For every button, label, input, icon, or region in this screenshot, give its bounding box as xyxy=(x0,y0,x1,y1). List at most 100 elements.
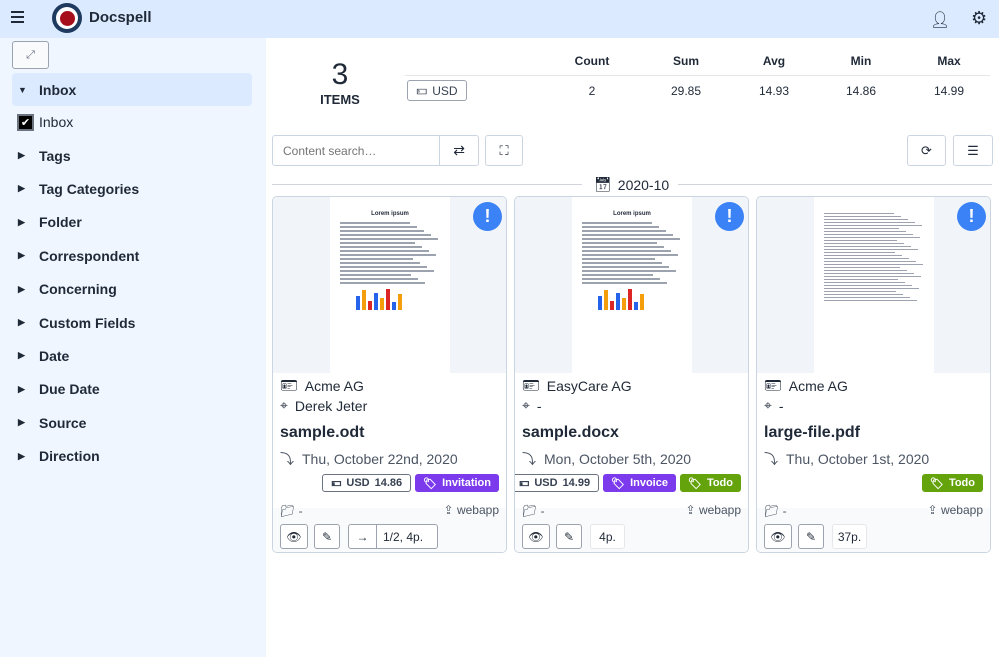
page-count: 37p. xyxy=(832,524,867,549)
page-count: 1/2, 4p. xyxy=(383,529,424,544)
arrow-right-icon: → xyxy=(349,525,377,548)
eye-icon: 👁︎ xyxy=(286,529,302,544)
sidebar-item-date[interactable]: ▶ Date xyxy=(12,339,252,372)
sidebar-item-source[interactable]: ▶ Source xyxy=(12,406,252,439)
count-label: ITEMS xyxy=(320,92,360,107)
user-icon[interactable]: 👤︎ xyxy=(930,12,951,29)
item-card[interactable]: Lorem ipsum! 🪪︎ EasyCare AG ⌖ - sample.doc… xyxy=(514,196,749,553)
money-icon: 💵︎ xyxy=(331,476,342,489)
new-item-alert-icon: ! xyxy=(473,202,502,231)
item-date: ⤵ Thu, October 22nd, 2020 xyxy=(280,449,458,469)
money-currency: USD xyxy=(534,477,558,489)
sidebar-item-inbox[interactable]: ▼ Inbox xyxy=(12,73,252,106)
page-count: 4p. xyxy=(590,524,625,549)
calendar-icon: 📅︎ xyxy=(594,176,612,192)
tasks-icon: ☰ xyxy=(967,142,979,158)
item-name[interactable]: large-file.pdf xyxy=(764,424,861,441)
sidebar-item-tag-categories[interactable]: ▶ Tag Categories xyxy=(12,172,252,205)
correspondent: 🪪︎ Acme AG xyxy=(280,377,364,394)
edit-button[interactable]: ✎ xyxy=(314,524,340,549)
month-label: 2020-10 xyxy=(617,176,670,193)
caret-right-icon: ▶ xyxy=(18,216,25,227)
tag-label[interactable]: 🏷︎ Invoice xyxy=(603,474,676,492)
sidebar: ⤢ ▼ Inbox ✔ Inbox ▶ Tags ▶ Tag Categories ▶ Fo… xyxy=(0,38,266,657)
tag-label[interactable]: 🏷︎ Invitation xyxy=(415,474,499,492)
currency-badge: 💵︎ USD xyxy=(407,80,467,101)
sidebar-item-label: Correspondent xyxy=(39,247,140,264)
item-name[interactable]: sample.odt xyxy=(280,424,365,441)
expand-all-button[interactable]: ⤢ xyxy=(12,41,49,69)
page-nav-button[interactable]: → 1/2, 4p. xyxy=(348,524,438,549)
item-name[interactable]: sample.docx xyxy=(522,424,619,441)
page-count-text: 37p. xyxy=(837,529,862,544)
currency-label: USD xyxy=(432,83,458,98)
address-card-icon: 🪪︎ xyxy=(764,377,782,393)
tag-label[interactable]: 🏷︎ Todo xyxy=(921,474,983,492)
stat-value: 29.85 xyxy=(670,84,702,98)
eye-icon: 👁︎ xyxy=(528,529,544,544)
sidebar-item-label: Due Date xyxy=(39,381,100,398)
docspell-logo[interactable] xyxy=(52,3,82,33)
cogs-icon[interactable]: ⚙︎ xyxy=(971,8,988,28)
app-title: Docspell xyxy=(89,9,152,26)
document-thumbnail[interactable]: Lorem ipsum! xyxy=(273,197,506,373)
sidebar-item-label: Tag Categories xyxy=(39,180,140,197)
thumbnail-title: Lorem ipsum xyxy=(371,211,409,217)
item-card[interactable]: ! 🪪︎ Acme AG ⌖ - large-file.pdf ⤵ Thu, Octo… xyxy=(756,196,991,553)
correspondent-name: EasyCare AG xyxy=(546,377,632,394)
sidebar-item-correspondent[interactable]: ▶ Correspondent xyxy=(12,239,252,272)
sidebar-item-due-date[interactable]: ▶ Due Date xyxy=(12,373,252,406)
edit-icon: ✎ xyxy=(321,529,333,544)
stat-header: Sum xyxy=(672,54,699,68)
stats-divider xyxy=(405,75,990,76)
money-label: 💵︎ USD 14.99 xyxy=(515,474,600,492)
stat-header: Max xyxy=(937,54,961,68)
source-name: webapp xyxy=(456,503,499,517)
item-date: ⤵ Thu, October 1st, 2020 xyxy=(764,449,929,469)
folder-name: - xyxy=(782,504,787,518)
tag-name: Todo xyxy=(706,477,733,489)
caret-right-icon: ▶ xyxy=(18,250,25,261)
money-icon: 💵︎ xyxy=(416,83,428,97)
tag-label[interactable]: 🏷︎ Todo xyxy=(679,474,741,492)
document-thumbnail[interactable]: Lorem ipsum! xyxy=(515,197,748,373)
select-mode-button[interactable]: ☰ xyxy=(953,135,993,166)
preview-button[interactable]: 👁︎ xyxy=(280,524,308,549)
eye-icon: 👁︎ xyxy=(770,529,786,544)
folder: 📁︎ - xyxy=(280,504,303,518)
edit-button[interactable]: ✎ xyxy=(556,524,582,549)
caret-right-icon: ▶ xyxy=(18,450,25,461)
hamburger-icon[interactable] xyxy=(11,11,24,23)
correspondent-name: Acme AG xyxy=(788,377,848,394)
sidebar-item-tags[interactable]: ▶ Tags xyxy=(12,139,252,172)
address-card-icon: 🪪︎ xyxy=(280,377,298,393)
inbox-checkbox[interactable]: ✔ xyxy=(17,114,34,131)
fullscreen-button[interactable]: ⛶ xyxy=(485,135,523,166)
search-box: ⇄ xyxy=(272,135,479,166)
preview-button[interactable]: 👁︎ xyxy=(522,524,550,549)
refresh-button[interactable]: ⟳ xyxy=(907,135,946,166)
sidebar-item-custom-fields[interactable]: ▶ Custom Fields xyxy=(12,306,252,339)
preview-button[interactable]: 👁︎ xyxy=(764,524,792,549)
sidebar-item-folder[interactable]: ▶ Folder xyxy=(12,206,252,239)
date-text: Thu, October 22nd, 2020 xyxy=(302,451,458,467)
correspondent: 🪪︎ EasyCare AG xyxy=(522,377,632,394)
thumbnail-page: Lorem ipsum xyxy=(572,197,692,373)
edit-button[interactable]: ✎ xyxy=(798,524,824,549)
tag-icon: 🏷︎ xyxy=(687,477,702,490)
sidebar-item-direction[interactable]: ▶ Direction xyxy=(12,440,252,473)
caret-right-icon: ▶ xyxy=(18,283,25,294)
toggle-search-mode-button[interactable]: ⇄ xyxy=(439,136,478,165)
thumbnail-page: Lorem ipsum xyxy=(330,197,450,373)
caret-right-icon: ▶ xyxy=(18,150,25,160)
document-thumbnail[interactable]: ! xyxy=(757,197,990,373)
inbox-checkbox-label[interactable]: Inbox xyxy=(39,114,74,130)
sidebar-item-concerning[interactable]: ▶ Concerning xyxy=(12,273,252,306)
item-card[interactable]: Lorem ipsum! 🪪︎ Acme AG ⌖ Derek Jeter samp… xyxy=(272,196,507,553)
money-amount: 14.86 xyxy=(374,477,403,489)
source: ⇪ webapp xyxy=(928,503,983,517)
content-search-input[interactable] xyxy=(273,136,440,165)
sidebar-item-label: Date xyxy=(39,347,70,364)
edit-icon: ✎ xyxy=(805,529,817,544)
tag-icon: 🏷︎ xyxy=(423,477,438,490)
